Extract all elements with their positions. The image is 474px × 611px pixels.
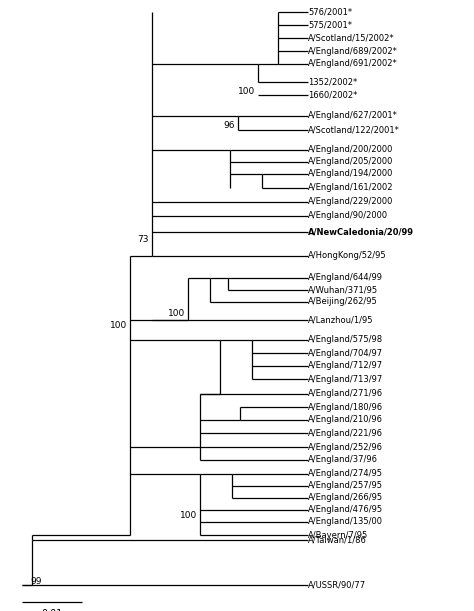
Text: A/England/221/96: A/England/221/96 [308, 428, 383, 437]
Text: A/England/271/96: A/England/271/96 [308, 389, 383, 398]
Text: A/England/257/95: A/England/257/95 [308, 481, 383, 491]
Text: 1660/2002*: 1660/2002* [308, 90, 357, 100]
Text: 1352/2002*: 1352/2002* [308, 78, 357, 87]
Text: A/HongKong/52/95: A/HongKong/52/95 [308, 252, 387, 260]
Text: A/Beijing/262/95: A/Beijing/262/95 [308, 298, 378, 307]
Text: A/England/90/2000: A/England/90/2000 [308, 211, 388, 221]
Text: A/Taiwan/1/86: A/Taiwan/1/86 [308, 535, 367, 544]
Text: A/Scotland/15/2002*: A/Scotland/15/2002* [308, 34, 395, 43]
Text: A/England/691/2002*: A/England/691/2002* [308, 59, 398, 68]
Text: 99: 99 [30, 577, 42, 585]
Text: A/England/252/96: A/England/252/96 [308, 442, 383, 452]
Text: 575/2001*: 575/2001* [308, 21, 352, 29]
Text: A/England/689/2002*: A/England/689/2002* [308, 46, 398, 56]
Text: 576/2001*: 576/2001* [308, 7, 352, 16]
Text: A/England/704/97: A/England/704/97 [308, 348, 383, 357]
Text: A/England/476/95: A/England/476/95 [308, 505, 383, 514]
Text: A/England/37/96: A/England/37/96 [308, 455, 378, 464]
Text: A/England/712/97: A/England/712/97 [308, 362, 383, 370]
Text: A/USSR/90/77: A/USSR/90/77 [308, 580, 366, 590]
Text: 73: 73 [137, 235, 149, 244]
Text: A/England/180/96: A/England/180/96 [308, 403, 383, 411]
Text: A/England/210/96: A/England/210/96 [308, 415, 383, 425]
Text: 100: 100 [238, 87, 255, 95]
Text: A/Scotland/122/2001*: A/Scotland/122/2001* [308, 125, 400, 134]
Text: A/England/229/2000: A/England/229/2000 [308, 197, 393, 207]
Text: A/England/644/99: A/England/644/99 [308, 274, 383, 282]
Text: A/England/575/98: A/England/575/98 [308, 335, 383, 345]
Text: A/Lanzhou/1/95: A/Lanzhou/1/95 [308, 315, 374, 324]
Text: 100: 100 [110, 321, 127, 329]
Text: A/NewCaledonia/20/99: A/NewCaledonia/20/99 [308, 227, 414, 236]
Text: 100: 100 [168, 310, 185, 318]
Text: A/England/266/95: A/England/266/95 [308, 494, 383, 502]
Text: A/England/194/2000: A/England/194/2000 [308, 169, 393, 178]
Text: A/England/274/95: A/England/274/95 [308, 469, 383, 478]
Text: 96: 96 [224, 122, 235, 131]
Text: A/England/205/2000: A/England/205/2000 [308, 158, 393, 167]
Text: A/Bayern/7/95: A/Bayern/7/95 [308, 530, 368, 540]
Text: A/England/627/2001*: A/England/627/2001* [308, 111, 398, 120]
Text: 0.01: 0.01 [41, 609, 63, 611]
Text: A/England/161/2002: A/England/161/2002 [308, 183, 393, 192]
Text: A/England/713/97: A/England/713/97 [308, 375, 383, 384]
Text: A/England/135/00: A/England/135/00 [308, 518, 383, 527]
Text: A/England/200/2000: A/England/200/2000 [308, 145, 393, 155]
Text: 100: 100 [180, 511, 197, 519]
Text: A/Wuhan/371/95: A/Wuhan/371/95 [308, 285, 378, 295]
